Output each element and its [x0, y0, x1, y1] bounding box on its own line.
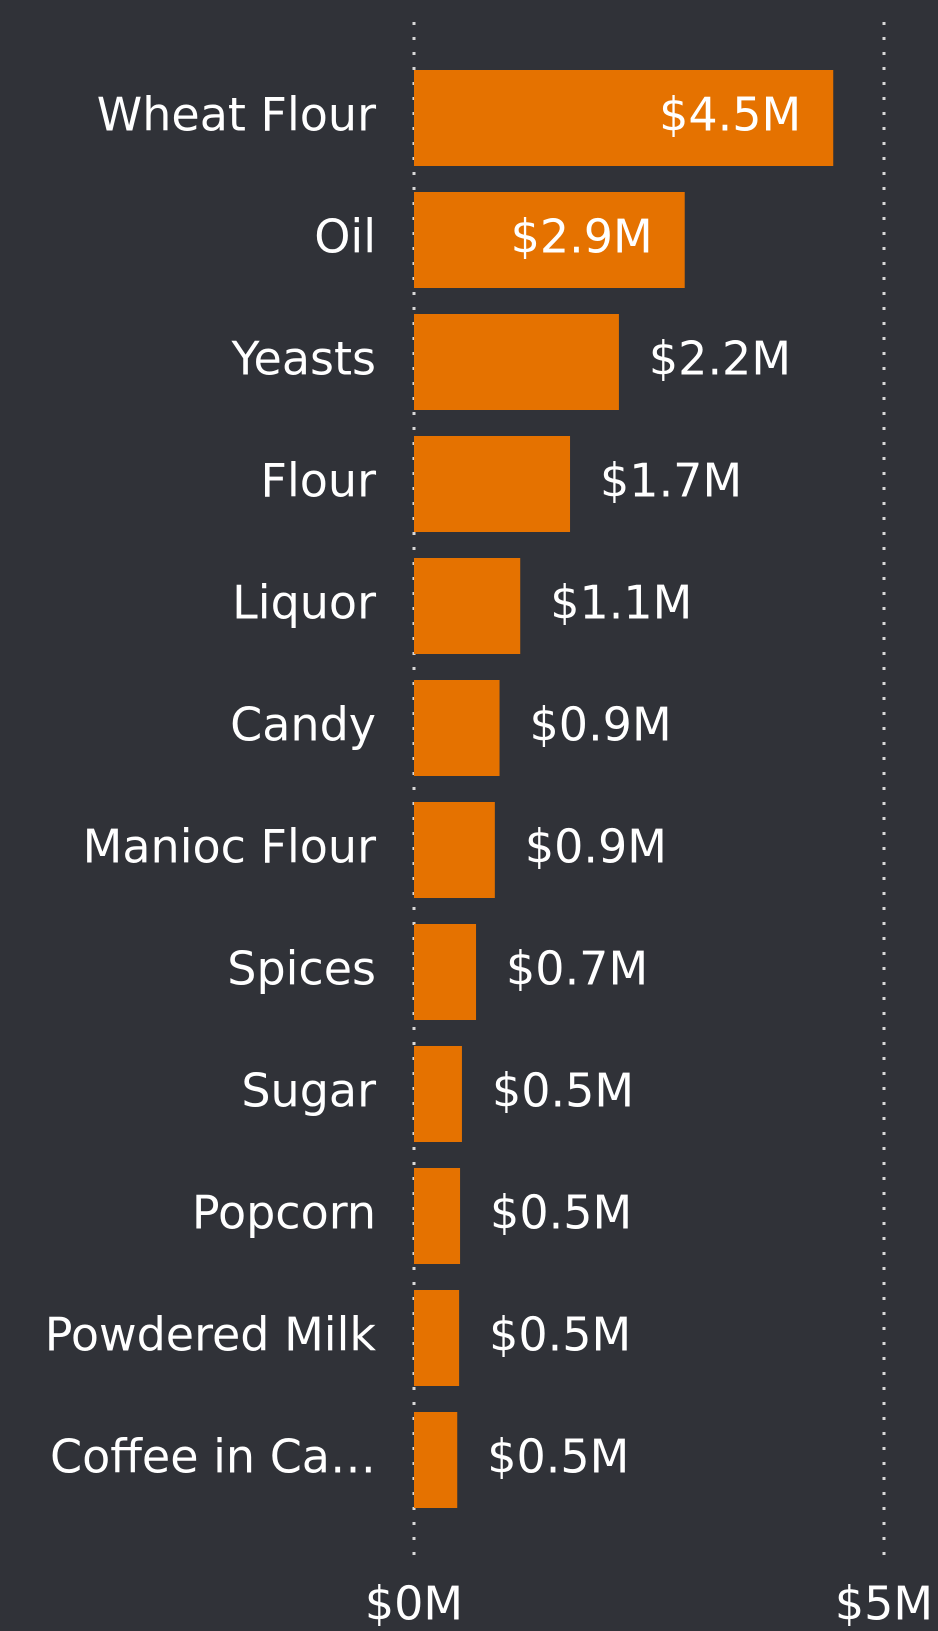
x-tick-label: $0M [365, 1577, 463, 1631]
data-label: $4.5M [659, 88, 801, 142]
data-label: $0.5M [492, 1064, 634, 1118]
bar [414, 1412, 458, 1508]
x-tick-label: $5M [835, 1577, 933, 1631]
y-tick-label: Wheat Flour [97, 88, 376, 142]
data-label: $0.5M [489, 1308, 631, 1362]
y-tick-label: Manioc Flour [83, 820, 376, 874]
y-tick-label: Liquor [232, 576, 376, 630]
data-label: $0.9M [525, 820, 667, 874]
data-label: $2.2M [649, 332, 791, 386]
y-tick-label: Oil [314, 210, 376, 264]
y-tick-label: Flour [261, 454, 377, 508]
data-label: $1.7M [600, 454, 742, 508]
data-label: $2.9M [511, 210, 653, 264]
bar [414, 1290, 460, 1386]
y-tick-label: Powdered Milk [45, 1308, 377, 1362]
y-tick-label: Coffee in Ca… [50, 1430, 376, 1484]
bar [414, 802, 495, 898]
bar [414, 558, 521, 654]
y-tick-label: Candy [230, 698, 376, 752]
y-tick-label: Popcorn [192, 1186, 376, 1240]
data-label: $0.5M [487, 1430, 629, 1484]
data-label: $0.5M [490, 1186, 632, 1240]
y-tick-label: Yeasts [231, 332, 376, 386]
y-tick-label: Sugar [241, 1064, 376, 1118]
data-label: $0.9M [530, 698, 672, 752]
bar [414, 192, 685, 288]
y-tick-label: Spices [227, 942, 376, 996]
data-label: $1.1M [550, 576, 692, 630]
bar [414, 436, 571, 532]
bar [414, 314, 619, 410]
bar [414, 924, 477, 1020]
bar [414, 1168, 461, 1264]
bar [414, 1046, 462, 1142]
bar [414, 70, 834, 166]
bar [414, 680, 500, 776]
data-label: $0.7M [506, 942, 648, 996]
